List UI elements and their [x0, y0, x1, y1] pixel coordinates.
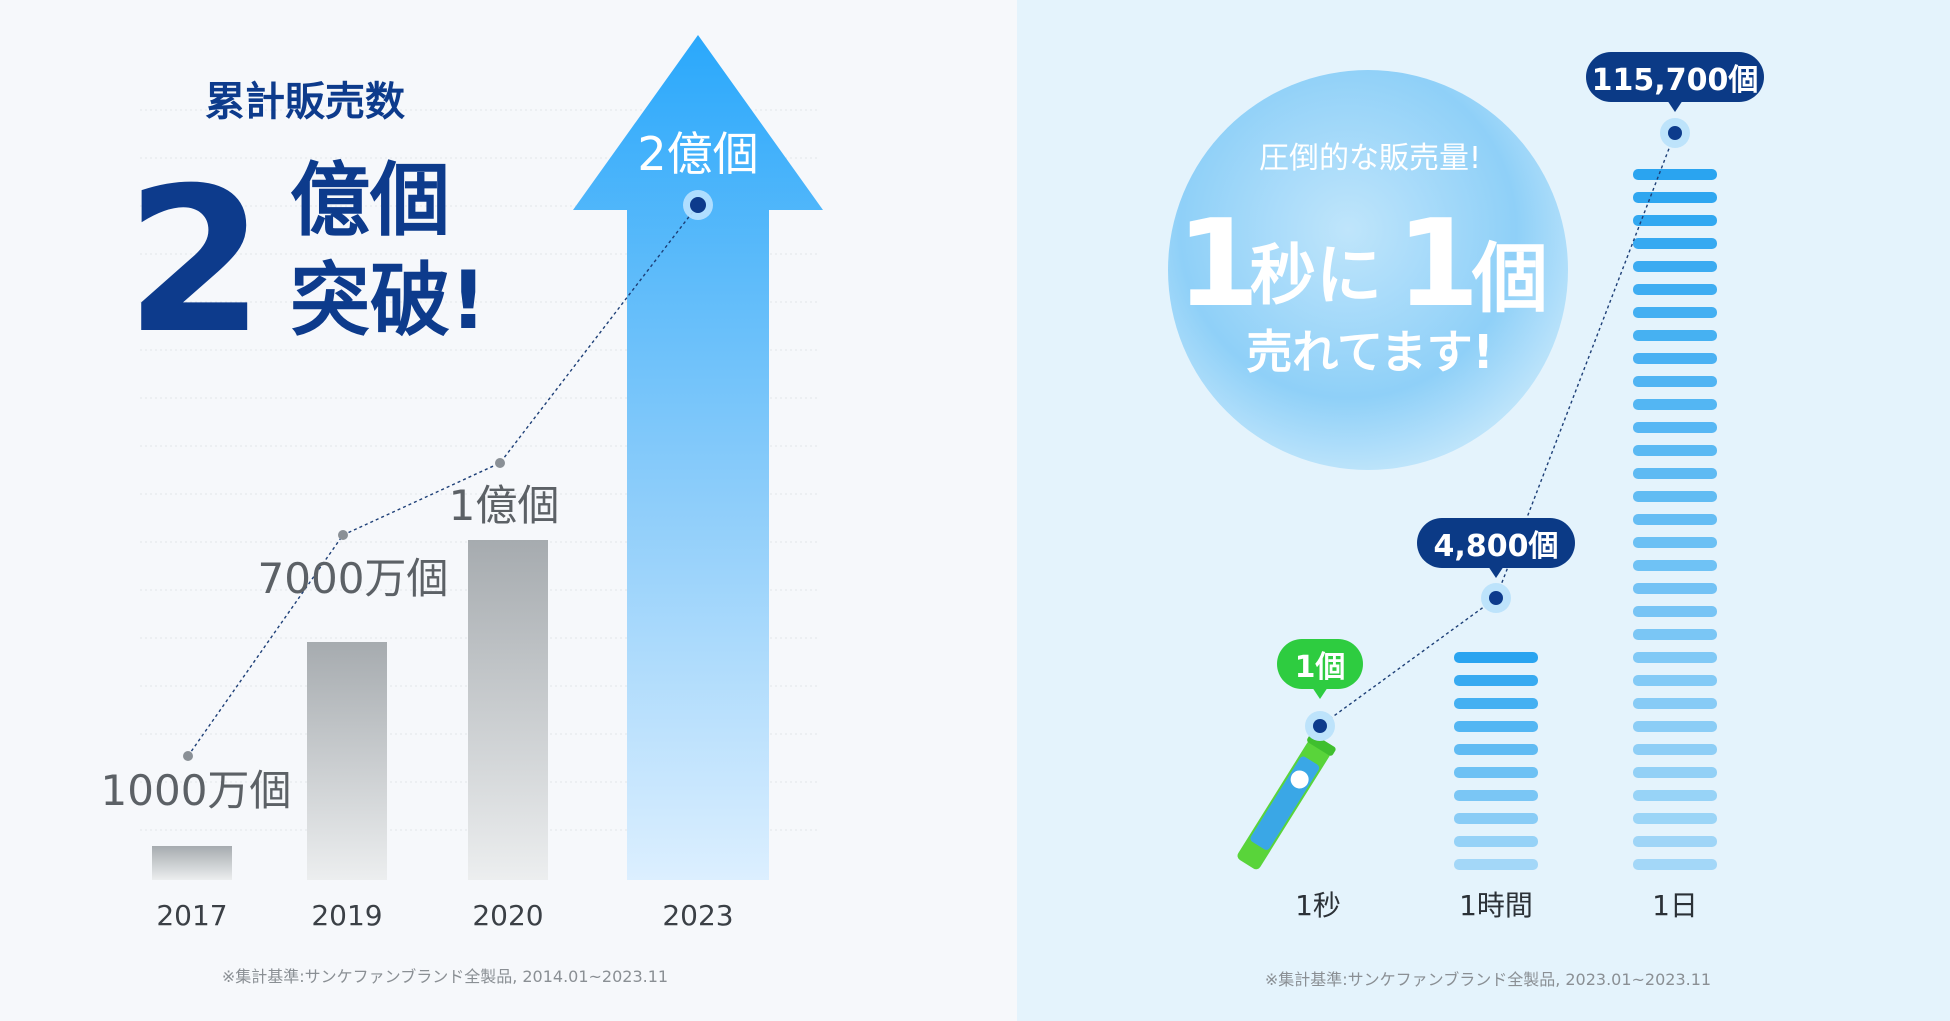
trend-polyline: [187, 204, 699, 757]
x-tick-label: 1秒: [1295, 889, 1341, 922]
x-tick-label: 1日: [1652, 889, 1698, 922]
x-tick-label: 2017: [156, 899, 227, 932]
bar-stripe-1day: [1633, 652, 1717, 663]
bar-stripe-1day: [1633, 169, 1717, 180]
data-label-tag-pointer: [1488, 566, 1504, 578]
bar-stripe-1day: [1633, 284, 1717, 295]
bar-stripe-1hour: [1454, 813, 1538, 824]
bar-2020: [468, 540, 548, 880]
left-trend-line: [183, 190, 713, 761]
bar-stripe-1day: [1633, 583, 1717, 594]
stick-pack-product-icon: [1237, 733, 1336, 870]
bar-stripe-1day: [1633, 859, 1717, 870]
data-label: 2億個: [637, 127, 758, 181]
bar-stripe-1day: [1633, 537, 1717, 548]
x-tick-label: 2023: [662, 899, 733, 932]
bar-stripe-1hour: [1454, 675, 1538, 686]
x-tick-label: 2019: [311, 899, 382, 932]
bar-stripe-1day: [1633, 675, 1717, 686]
bar-stripe-1day: [1633, 238, 1717, 249]
bar-stripe-1day: [1633, 698, 1717, 709]
trend-point: [338, 530, 348, 540]
data-label: 1000万個: [101, 766, 292, 815]
trend-point: [1313, 719, 1327, 733]
data-label: 115,700個: [1592, 63, 1759, 98]
bubble-word-1: 秒に: [1250, 237, 1382, 314]
bubble-number-1: 1: [1176, 195, 1260, 334]
left-footnote: ※集計基準:サンケファンブランド全製品, 2014.01~2023.11: [222, 967, 668, 986]
bar-stripe-1day: [1633, 330, 1717, 341]
bar-stripe-1hour: [1454, 698, 1538, 709]
right-trend-line: [1305, 118, 1690, 741]
bar-stripe-1day: [1633, 353, 1717, 364]
bubble-top-text: 圧倒的な販売量!: [1259, 141, 1481, 176]
data-label: 4,800個: [1434, 529, 1559, 564]
data-label-tag-pointer: [1667, 100, 1683, 112]
bar-stripe-1hour: [1454, 790, 1538, 801]
bar-stripe-1hour: [1454, 652, 1538, 663]
bar-stripe-1hour: [1454, 721, 1538, 732]
bar-stripe-1day: [1633, 192, 1717, 203]
right-chart-bars: [1454, 169, 1717, 870]
bar-stripe-1day: [1633, 514, 1717, 525]
bar-2019: [307, 642, 387, 880]
x-tick-label: 2020: [472, 899, 543, 932]
bar-stripe-1day: [1633, 767, 1717, 778]
bubble-word-2: 個: [1471, 234, 1548, 323]
x-tick-label: 1時間: [1459, 889, 1533, 922]
data-label: 7000万個: [258, 554, 449, 603]
data-label-tag: [1277, 639, 1363, 689]
bar-stripe-1day: [1633, 836, 1717, 847]
cumulative-sales-subtitle: 累計販売数: [205, 79, 405, 125]
bar-stripe-1day: [1633, 629, 1717, 640]
data-label-tag: [1417, 518, 1575, 568]
bar-stripe-1day: [1633, 560, 1717, 571]
bar-stripe-1day: [1633, 307, 1717, 318]
bar-stripe-1day: [1633, 744, 1717, 755]
data-label: 1個: [1295, 650, 1346, 685]
bar-stripe-1hour: [1454, 767, 1538, 778]
right-footnote: ※集計基準:サンケファンブランド全製品, 2023.01~2023.11: [1265, 970, 1711, 989]
bar-stripe-1day: [1633, 606, 1717, 617]
headline-big-number: 2: [125, 145, 264, 378]
bar-stripe-1day: [1633, 491, 1717, 502]
bubble-bottom-text: 売れてます!: [1246, 325, 1493, 379]
trend-point: [1668, 126, 1682, 140]
bar-stripe-1day: [1633, 790, 1717, 801]
bar-stripe-1day: [1633, 468, 1717, 479]
bar-stripe-1hour: [1454, 744, 1538, 755]
bubble-main-text: 1 秒に 1 個: [1176, 195, 1548, 334]
bar-stripe-1hour: [1454, 859, 1538, 870]
right-chart-labels: 1秒 1時間 1日 1個 4,800個 115,700個: [1277, 52, 1764, 922]
headline-line-1: 億個: [290, 154, 450, 247]
bar-2023-arrow: [573, 35, 823, 880]
trend-point: [1489, 591, 1503, 605]
data-label-tag-pointer: [1312, 687, 1328, 699]
headline-line-2: 突破!: [290, 254, 486, 347]
trend-point: [183, 751, 193, 761]
data-label-tag: [1586, 52, 1764, 102]
bubble-number-2: 1: [1396, 195, 1480, 334]
bar-stripe-1day: [1633, 445, 1717, 456]
bar-stripe-1day: [1633, 399, 1717, 410]
bar-stripe-1hour: [1454, 836, 1538, 847]
bar-stripe-1day: [1633, 261, 1717, 272]
bar-stripe-1day: [1633, 422, 1717, 433]
trend-point: [690, 197, 706, 213]
bar-stripe-1day: [1633, 215, 1717, 226]
headline-bubble: [1168, 70, 1568, 470]
bar-stripe-1day: [1633, 376, 1717, 387]
trend-point: [495, 458, 505, 468]
bar-stripe-1day: [1633, 721, 1717, 732]
bar-2017: [152, 846, 232, 880]
bar-stripe-1day: [1633, 813, 1717, 824]
data-label: 1億個: [449, 481, 560, 530]
left-chart-bars: [152, 35, 823, 880]
